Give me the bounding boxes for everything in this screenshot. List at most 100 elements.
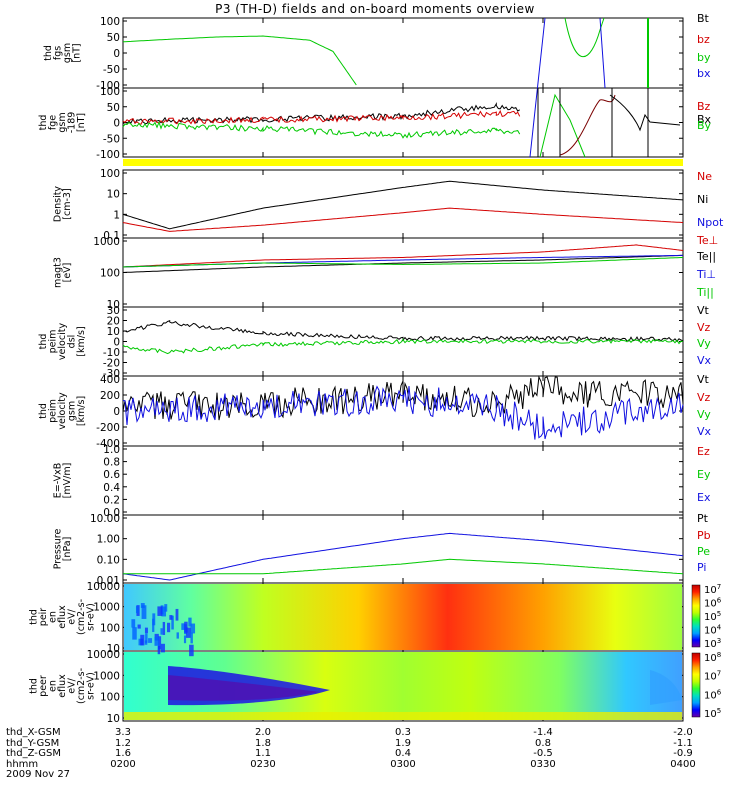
ion-spectrogram-texture	[145, 633, 148, 643]
temp-ytick-label: 10	[107, 299, 120, 311]
ephemeris-label: thd_X-GSM	[6, 727, 61, 738]
fge-series-by	[122, 120, 521, 139]
pressure-ytick-label: 0.01	[97, 575, 120, 587]
density-ylabel-line: [cm-3]	[62, 188, 73, 219]
vgsm-ytick-label: -400	[96, 438, 120, 450]
ephemeris-value: 0300	[390, 758, 416, 770]
pressure-ylabel-line: [nPa]	[62, 537, 73, 562]
fgs-series-by	[122, 35, 357, 86]
vgsm-ylabel-line: [km/s]	[76, 396, 87, 426]
pressure-ytick-label: 10.00	[90, 513, 120, 525]
ephemeris-value: 0.8	[535, 737, 551, 749]
efield-ytick-label: 0.6	[103, 469, 120, 481]
temp-legend-0: Te⊥	[696, 234, 718, 247]
fge-ylabel-line: thd	[38, 115, 49, 131]
fgs-series-bx-late	[599, 17, 606, 89]
fge-panel-frame	[122, 87, 684, 158]
fge-series-bz-late	[559, 94, 616, 156]
ion-spectrogram-texture	[137, 624, 141, 629]
fge-legend-1: Bx	[697, 113, 712, 126]
ephemeris-value: 0230	[250, 758, 276, 770]
ion-spectrogram-texture	[161, 606, 167, 617]
vgsm-ytick-label: 400	[100, 374, 120, 386]
fge-legend-0: Bz	[697, 100, 711, 113]
fgs-legend-3: bx	[697, 67, 711, 80]
efield-panel-frame	[122, 445, 684, 516]
efield-legend-1: Ey	[697, 468, 711, 481]
elec_spec-colorbar	[691, 652, 701, 718]
ephemeris-value: 2.0	[255, 727, 271, 738]
ephemeris-value: -0.5	[533, 748, 553, 759]
vgsm-ylabel-line: peim	[48, 399, 59, 423]
electron-spectrogram-texture	[650, 670, 682, 705]
ion-spectrogram-texture	[185, 627, 191, 638]
ion-spectrogram-texture	[190, 623, 196, 634]
vdsl-ytick-label: -10	[103, 347, 120, 359]
fgs-ylabel-line: thd	[43, 45, 54, 61]
ephemeris-date: 2009 Nov 27	[6, 769, 71, 780]
efield-ytick-label: 0.4	[103, 482, 120, 494]
temp-panel-frame	[122, 237, 684, 308]
density-legend-0: Ne	[697, 170, 712, 183]
vdsl-legend-0: Vt	[697, 304, 710, 317]
ephemeris-value: 0330	[530, 758, 556, 770]
fge-series-by-late	[539, 93, 586, 158]
ion-spectrogram-texture	[144, 640, 148, 645]
fgs-ytick-label: 0	[113, 48, 120, 60]
fgs-legend-1: bz	[697, 33, 710, 46]
temp-series-te	[122, 244, 684, 268]
temp-legend-1: Te||	[696, 250, 716, 263]
fgs-legend-0: Bt	[697, 12, 710, 25]
temp-ylabel: magt3[eV]	[52, 257, 73, 288]
ion-spectrogram-texture	[140, 634, 145, 646]
ion-spectrogram-texture	[135, 606, 139, 614]
vgsm-ylabel-line: gsm	[67, 401, 78, 421]
density-series-ni	[122, 180, 684, 230]
vgsm-legend-1: Vz	[697, 391, 711, 404]
vgsm-ytick-label: -200	[96, 422, 120, 434]
pressure-legend-2: Pe	[697, 545, 710, 558]
density-legend-2: Npot	[697, 216, 724, 229]
density-panel-frame	[122, 169, 684, 239]
vgsm-series-vx	[122, 385, 684, 440]
elec_spec-colorbar-label: 107	[704, 670, 721, 683]
ion_spec-colorbar-label: 103	[704, 637, 721, 650]
elec_spec-ylabel-line: thd	[29, 678, 40, 694]
ephemeris-value: 1.2	[115, 737, 131, 749]
temp-ytick-label: 1000	[93, 236, 120, 248]
ephemeris-value: 3.3	[115, 727, 131, 738]
ion_spec-ylabel-line: (cm2-s-	[76, 599, 87, 635]
elec_spec-colorbar-label: 106	[704, 688, 722, 701]
fgs-legend-2: by	[697, 51, 711, 64]
vgsm-ylabel-line: velocity	[57, 392, 68, 430]
efield-legend-0: Ez	[697, 445, 710, 458]
ephemeris-value: 1.1	[255, 748, 271, 759]
vgsm-ylabel-line: thd	[38, 403, 49, 419]
vgsm-ytick-label: 200	[100, 390, 120, 402]
elec_spec-ytick-label: 10000	[87, 649, 120, 661]
ephemeris-value: 0400	[670, 758, 696, 770]
ion-spectrogram-texture	[188, 617, 192, 627]
ion_spec-ylabel-line: eflux	[57, 605, 68, 629]
ephemeris-value: -2.0	[673, 727, 693, 738]
ion-spectrogram-texture	[169, 615, 173, 620]
efield-ylabel-line: E=-VxB	[52, 463, 63, 498]
pressure-ylabel: Pressure[nPa]	[52, 529, 73, 570]
temp-ylabel-line: magt3	[52, 257, 63, 288]
ion-spectrogram-texture	[144, 627, 148, 634]
density-ytick-label: 1	[113, 209, 120, 221]
data-quality-bar	[123, 159, 683, 166]
ion_spec-ylabel-line: peir	[38, 608, 49, 627]
ephemeris-value: 1.9	[395, 737, 411, 749]
vgsm-legend-0: Vt	[697, 373, 710, 386]
ion_spec-colorbar-label: 105	[704, 610, 721, 623]
ion-spectrogram-texture	[189, 644, 194, 657]
ion-spectrogram-texture	[132, 627, 137, 640]
efield-legend-2: Ex	[697, 491, 711, 504]
vdsl-legend-1: Vz	[697, 321, 711, 334]
fge-ylabel-line: fge	[48, 115, 59, 130]
